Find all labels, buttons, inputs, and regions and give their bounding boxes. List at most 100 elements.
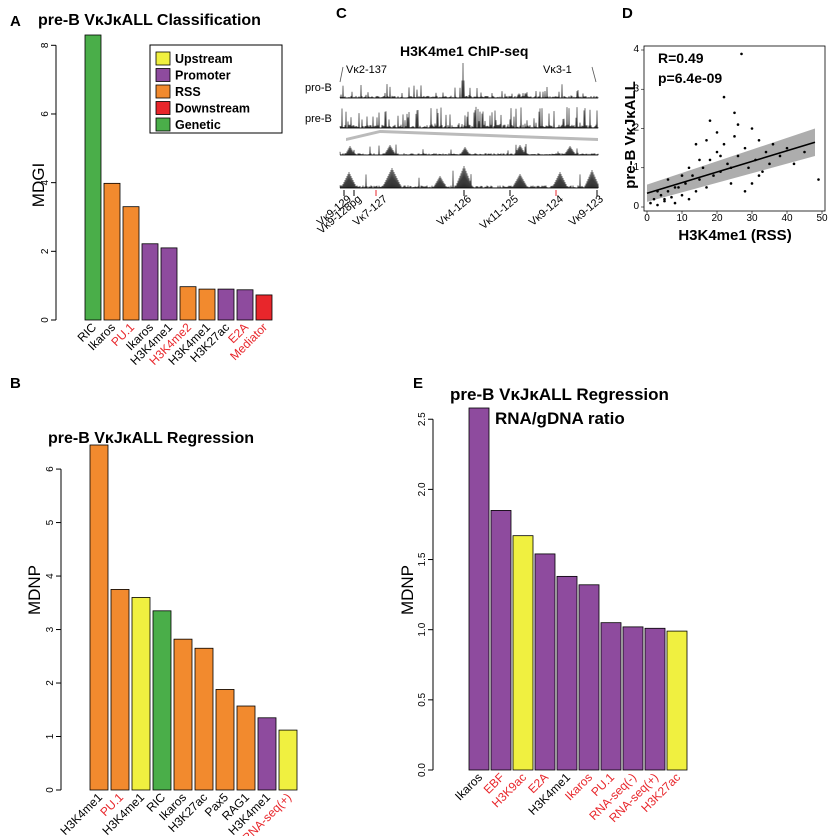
bar (198, 288, 216, 321)
scatter-point (817, 178, 820, 181)
annotation-p: p=6.4e-09 (658, 70, 722, 86)
scatter-point (673, 201, 677, 205)
bar (600, 622, 622, 771)
y-tick-label: 2.5 (417, 412, 428, 426)
y-tick-label: 1.5 (417, 552, 428, 566)
scatter-point (687, 197, 691, 201)
legend-swatch (155, 117, 171, 132)
track-label-pro-b: pro-B (305, 82, 332, 94)
gene-label: Vκ11-125 (478, 193, 521, 232)
panel-label-e: E (413, 375, 423, 392)
scatter-point (740, 52, 743, 56)
panel-d-scatter: 0 10 20 30 40 50 0 1 2 3 4 R=0.49 p=6.4e-09 H3K4me… (622, 44, 828, 244)
y-tick-label: 3 (633, 83, 639, 94)
scatter-point (757, 138, 761, 142)
y-tick-label: 6 (45, 466, 56, 472)
bar (141, 243, 159, 321)
y-tick-label: 4 (633, 44, 639, 55)
bar (236, 289, 254, 321)
panel-e-ylabel: MDNP (398, 565, 417, 615)
scatter-point (778, 154, 782, 158)
y-tick-label: 1.0 (417, 622, 428, 636)
track-pre-b (339, 106, 599, 129)
x-tick-label: 10 (676, 213, 688, 224)
panel-d-xlabel: H3K4me1 (RSS) (678, 227, 791, 244)
scatter-point (705, 138, 708, 142)
scatter-point (747, 166, 750, 170)
scatter-point (736, 123, 740, 126)
scatter-point (656, 190, 659, 193)
scatter-point (803, 150, 806, 154)
legend-label: Genetic (175, 118, 221, 132)
category-label: H3K4me1 (57, 790, 105, 836)
panel-b-title: pre-B VκJκALL Regression (48, 430, 254, 447)
gene-label: Vκ9-123 (567, 193, 606, 229)
scatter-point (652, 197, 656, 201)
scatter-point (677, 186, 680, 189)
region-label-right: Vκ3-1 (543, 64, 572, 76)
y-tick-label: 4 (45, 573, 56, 579)
y-tick-label: 8 (40, 42, 51, 48)
region-tick-left (339, 66, 344, 83)
bar (173, 638, 193, 791)
legend-swatch (155, 84, 171, 99)
y-tick-label: 0.5 (417, 692, 428, 706)
bar (644, 627, 666, 771)
bar (622, 626, 644, 771)
scatter-point (680, 193, 684, 197)
panel-b-ylabel: MDNP (25, 565, 44, 615)
scatter-point (764, 150, 768, 154)
y-tick-label: 1 (633, 162, 639, 173)
bar (122, 206, 140, 321)
panel-label-a: A (10, 13, 21, 30)
scatter-point (701, 166, 705, 170)
y-tick-label: 2.0 (417, 482, 428, 496)
y-tick-label: 0 (45, 787, 56, 793)
scatter-point (656, 203, 659, 207)
scatter-point (673, 186, 677, 189)
scatter-point (729, 182, 733, 185)
scatter-point (743, 190, 747, 193)
x-tick-label: 40 (781, 213, 793, 224)
scatter-point (708, 119, 712, 122)
panel-label-c: C (336, 5, 347, 22)
bar (278, 729, 298, 791)
legend-label: Promoter (175, 69, 231, 83)
scatter-point (708, 158, 712, 162)
scatter-point (733, 111, 736, 115)
scatter-point (698, 158, 701, 162)
scatter-point (722, 142, 726, 146)
scatter-point (694, 142, 698, 146)
legend-label: RSS (175, 85, 201, 99)
confidence-band (647, 128, 815, 202)
gene-label: Vκ9-124 (527, 193, 566, 229)
panel-b-chart: pre-B VκJκALL Regression MDNP 0 1 2 3 4 5 6 H3K… (25, 430, 298, 836)
legend-label: Downstream (175, 102, 250, 116)
panel-a-title: pre-B VκJκALL Classification (38, 12, 261, 29)
scatter-point (659, 193, 663, 197)
scatter-point (761, 170, 764, 173)
y-tick-label: 3 (45, 626, 56, 632)
scatter-point (698, 178, 701, 181)
zoom-connector (346, 130, 598, 141)
bar (131, 597, 151, 791)
scatter-point (768, 162, 771, 166)
panel-d-ylabel: pre-B VκJκALL (622, 81, 639, 189)
panel-label-d: D (622, 5, 633, 22)
scatter-point (726, 162, 729, 166)
bar (179, 286, 197, 321)
bar (666, 630, 688, 771)
scatter-point (663, 199, 666, 203)
legend-swatch (155, 68, 171, 82)
panel-a-chart: pre-B VκJκALL Classification MDGI Upstre… (29, 12, 283, 368)
bar (89, 444, 109, 791)
bar (215, 689, 235, 791)
panel-e-title: pre-B VκJκALL Regression (450, 385, 669, 404)
panel-a-ylabel: MDGI (29, 163, 48, 207)
bar (152, 610, 172, 791)
y-tick-label: 0 (633, 201, 639, 212)
x-tick-label: 20 (711, 213, 723, 224)
scatter-point (684, 182, 687, 185)
scatter-point (785, 146, 789, 150)
